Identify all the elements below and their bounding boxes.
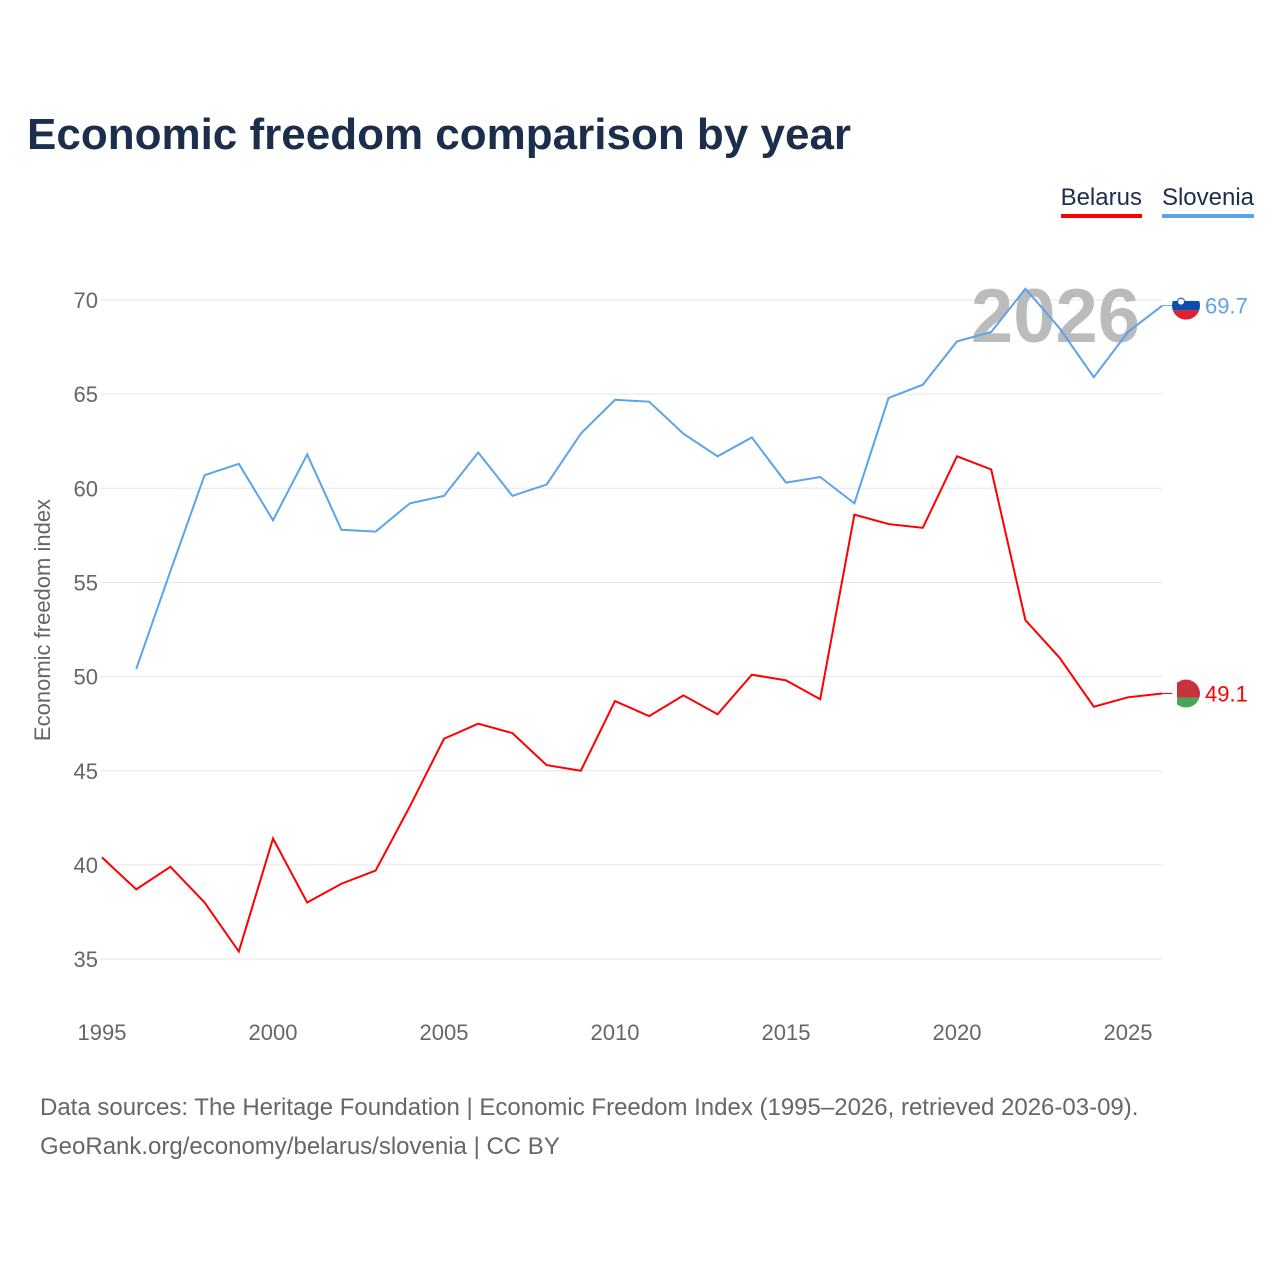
x-tick-label: 2005: [420, 1020, 469, 1045]
y-tick-label: 35: [74, 947, 98, 972]
x-tick-label: 2000: [249, 1020, 298, 1045]
flag-stripe: [1172, 697, 1200, 708]
chart-title: Economic freedom comparison by year: [27, 110, 852, 159]
legend: Belarus Slovenia: [1060, 184, 1254, 218]
end-value-label: 49.1: [1205, 682, 1248, 707]
y-tick-label: 45: [74, 759, 98, 784]
y-tick-label: 70: [74, 288, 98, 313]
y-axis-label: Economic freedom index: [30, 499, 55, 741]
y-tick-label: 40: [74, 853, 98, 878]
series-line-belarus: [101, 455, 1163, 954]
footer: Data sources: The Heritage Foundation | …: [40, 1088, 1138, 1166]
source-line: Data sources: The Heritage Foundation | …: [40, 1094, 1139, 1121]
credit-line[interactable]: GeoRank.org/economy/belarus/slovenia | C…: [40, 1133, 560, 1160]
flag-stripe: [1172, 300, 1200, 311]
year-watermark: 2026: [971, 274, 1140, 359]
flag-emblem: [1177, 297, 1185, 306]
flag-ornament: [1172, 679, 1177, 708]
x-tick-label: 2020: [933, 1020, 982, 1045]
legend-slovenia[interactable]: Slovenia: [1161, 184, 1254, 218]
y-tick-label: 60: [74, 476, 98, 501]
x-tick-label: 2025: [1104, 1020, 1153, 1045]
x-tick-label: 2015: [762, 1020, 811, 1045]
flag-icon-belarus: [1172, 679, 1200, 698]
flag-stripe: [1172, 310, 1200, 320]
legend-belarus[interactable]: Belarus: [1060, 184, 1142, 218]
flag-icon-slovenia: [1172, 291, 1200, 301]
x-tick-label: 2010: [591, 1020, 640, 1045]
y-tick-label: 50: [74, 665, 98, 690]
end-value-label: 69.7: [1205, 294, 1248, 319]
y-tick-label: 55: [74, 570, 98, 595]
y-tick-label: 65: [74, 382, 98, 407]
x-tick-label: 1995: [78, 1020, 127, 1045]
